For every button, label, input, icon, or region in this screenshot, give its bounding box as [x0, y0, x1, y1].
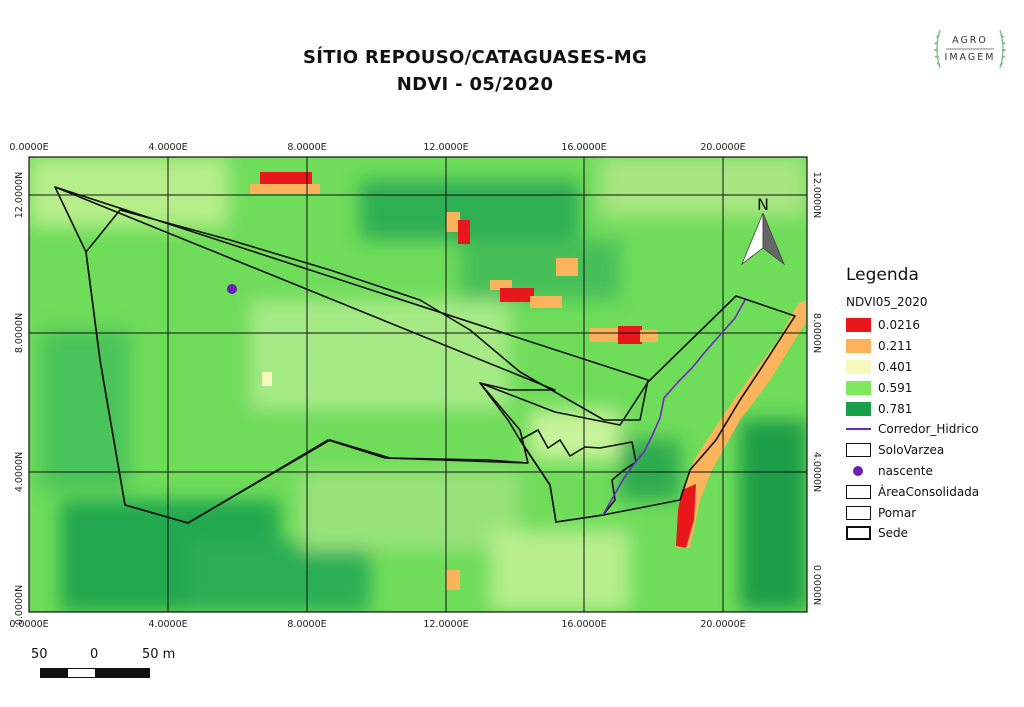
- scale-label-zero: 0: [90, 647, 99, 662]
- legend-title: Legenda: [846, 265, 919, 285]
- graticule-labels: 0.0000E 4.0000E 8.0000E 12.0000E 16.0000…: [9, 142, 822, 630]
- legend-layer-nascente: nascente: [846, 461, 1021, 482]
- nascente-point[interactable]: [227, 284, 237, 294]
- x-tick-label: 0.0000E: [9, 142, 48, 153]
- x-tick-label-bottom: 12.0000E: [423, 619, 468, 630]
- x-tick-label: 4.0000E: [148, 142, 187, 153]
- legend-layer-solo-varzea: SoloVarzea: [846, 440, 1021, 461]
- map-legend: Legenda NDVI05_2020 0.0216 0.211 0.401 0…: [846, 265, 1021, 544]
- x-tick-label: 20.0000E: [700, 142, 745, 153]
- legend-class-row: 0.0216: [846, 315, 1021, 336]
- point-symbol-icon: [846, 464, 871, 478]
- north-arrow: N: [741, 195, 785, 266]
- x-tick-label: 8.0000E: [287, 142, 326, 153]
- property-boundaries[interactable]: [54, 186, 796, 524]
- agro-imagem-logo: AGRO IMAGEM: [932, 26, 1008, 72]
- legend-class-label: 0.591: [878, 380, 913, 395]
- legend-class-row: 0.401: [846, 357, 1021, 378]
- y-tick-label-right: 8.0000N: [811, 313, 822, 353]
- legend-class-row: 0.781: [846, 398, 1021, 419]
- corredor-hidrico-line[interactable]: [602, 299, 746, 516]
- line-symbol-icon: [846, 422, 871, 436]
- legend-raster-name: NDVI05_2020: [846, 295, 928, 309]
- legend-swatch: [846, 380, 871, 395]
- y-tick-label: 12.0000N: [14, 172, 25, 218]
- x-tick-label: 16.0000E: [561, 142, 606, 153]
- polygon-outline-icon: [846, 505, 871, 520]
- legend-swatch: [846, 401, 871, 416]
- ndvi-low-patches: [250, 172, 806, 590]
- y-tick-label: 4.0000N: [14, 452, 25, 492]
- logo-text-agro: AGRO: [952, 35, 988, 46]
- legend-class-label: 0.401: [878, 359, 913, 374]
- legend-class-row: 0.211: [846, 336, 1021, 357]
- area-consolidada-boundary[interactable]: [54, 186, 529, 524]
- legend-layer-pomar: Pomar: [846, 502, 1021, 523]
- map-frame: [28, 156, 808, 613]
- legend-class-row: 0.591: [846, 377, 1021, 398]
- x-tick-label-bottom: 16.0000E: [561, 619, 606, 630]
- legend-swatch: [846, 359, 871, 374]
- scale-bar: [40, 668, 150, 678]
- polygon-outline-icon: [846, 443, 871, 458]
- x-tick-label: 12.0000E: [423, 142, 468, 153]
- legend-layer-area-consolidada: ÁreaConsolidada: [846, 481, 1021, 502]
- legend-class-label: 0.211: [878, 339, 913, 354]
- graticule: [29, 157, 807, 612]
- legend-layer-sede: Sede: [846, 523, 1021, 544]
- polygon-outline-thick-icon: [846, 526, 871, 541]
- y-tick-label-right: 0.0000N: [811, 565, 822, 605]
- x-tick-label-bottom: 20.0000E: [700, 619, 745, 630]
- x-tick-label-bottom: 0.0000E: [9, 619, 48, 630]
- legend-class-label: 0.0216: [878, 318, 920, 333]
- x-tick-label-bottom: 8.0000E: [287, 619, 326, 630]
- polygon-outline-icon: [846, 484, 871, 499]
- laurel-icon: [934, 29, 1006, 69]
- y-tick-label-right: 4.0000N: [811, 452, 822, 492]
- legend-swatch: [846, 318, 871, 333]
- scale-label-right: 50 m: [142, 647, 176, 662]
- map-title: SÍTIO REPOUSO/CATAGUASES-MG: [302, 47, 648, 68]
- scale-label-left: 50: [31, 647, 48, 662]
- legend-swatch: [846, 339, 871, 354]
- y-tick-label: 8.0000N: [14, 313, 25, 353]
- logo-text-imagem: IMAGEM: [944, 52, 996, 63]
- ndvi-raster: [29, 157, 807, 612]
- x-tick-label-bottom: 4.0000E: [148, 619, 187, 630]
- y-tick-label-right: 12.0000N: [811, 172, 822, 218]
- map-subtitle: NDVI - 05/2020: [396, 74, 554, 95]
- y-tick-label: 0.0000N: [14, 585, 25, 625]
- legend-layer-corredor-hidrico: Corredor_Hidrico: [846, 419, 1021, 440]
- legend-class-label: 0.781: [878, 401, 913, 416]
- pomar-polygon[interactable]: [519, 429, 637, 523]
- svg-text:N: N: [757, 195, 769, 214]
